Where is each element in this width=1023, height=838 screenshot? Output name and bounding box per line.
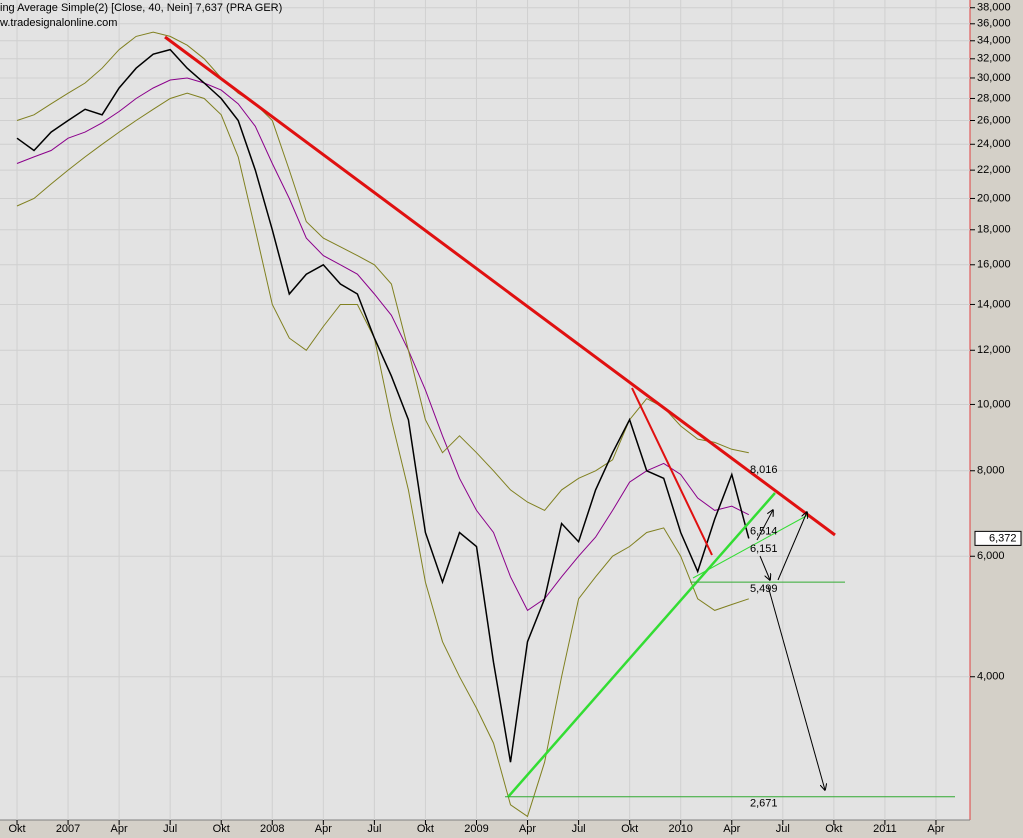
y-tick-label: 22,000 — [977, 164, 1011, 176]
y-tick-label: 30,000 — [977, 72, 1011, 84]
x-tick-label: Jul — [572, 823, 586, 835]
y-tick-label: 20,000 — [977, 192, 1011, 204]
x-tick-label: Jul — [776, 823, 790, 835]
y-tick-label: 38,000 — [977, 2, 1011, 14]
y-tick-label: 14,000 — [977, 298, 1011, 310]
level-label: 6,151 — [750, 543, 778, 555]
y-tick-label: 16,000 — [977, 259, 1011, 271]
y-tick-label: 24,000 — [977, 138, 1011, 150]
y-tick-label: 32,000 — [977, 53, 1011, 65]
x-tick-label: Okt — [213, 823, 230, 835]
y-tick-label: 18,000 — [977, 224, 1011, 236]
arrows — [756, 510, 825, 790]
x-tick-label: 2008 — [260, 823, 284, 835]
level-label: 6,514 — [750, 526, 778, 538]
series-line — [16, 92, 749, 818]
y-axis-area — [970, 0, 1023, 838]
y-tick-label: 12,000 — [977, 344, 1011, 356]
x-tick-label: Okt — [621, 823, 638, 835]
y-tick-label: 26,000 — [977, 114, 1011, 126]
chart-subtitle: w.tradesignalonline.com — [0, 17, 117, 29]
x-tick-label: 2009 — [464, 823, 488, 835]
level-label: 2,671 — [750, 798, 778, 810]
y-tick-label: 28,000 — [977, 92, 1011, 104]
x-tick-label: Apr — [315, 823, 332, 835]
x-tick-label: Okt — [417, 823, 434, 835]
x-tick-label: Okt — [8, 823, 25, 835]
x-tick-label: Apr — [723, 823, 740, 835]
x-tick-label: Apr — [519, 823, 536, 835]
x-tick-label: Apr — [927, 823, 944, 835]
plot-area — [0, 0, 970, 820]
chart-title: ing Average Simple(2) [Close, 40, Nein] … — [0, 2, 282, 14]
x-tick-label: 2007 — [56, 823, 80, 835]
level-label: 5,499 — [750, 583, 778, 595]
y-tick-label: 6,000 — [977, 550, 1005, 562]
x-axis-area — [0, 820, 970, 838]
trend-lines — [164, 35, 836, 798]
x-tick-label: Apr — [111, 823, 128, 835]
y-tick-label: 10,000 — [977, 398, 1011, 410]
x-tick-label: 2011 — [873, 823, 897, 835]
last-price-label: 6,372 — [989, 532, 1017, 544]
y-tick-label: 36,000 — [977, 18, 1011, 30]
x-tick-label: Okt — [825, 823, 842, 835]
y-tick-label: 34,000 — [977, 35, 1011, 47]
y-tick-label: 8,000 — [977, 465, 1005, 477]
x-tick-label: 2010 — [668, 823, 692, 835]
x-tick-label: Jul — [163, 823, 177, 835]
level-label: 8,016 — [750, 464, 778, 476]
last-price-box — [974, 530, 1022, 546]
y-tick-label: 4,000 — [977, 671, 1005, 683]
series-line — [16, 48, 750, 763]
series-line — [16, 77, 750, 612]
x-tick-label: Jul — [367, 823, 381, 835]
